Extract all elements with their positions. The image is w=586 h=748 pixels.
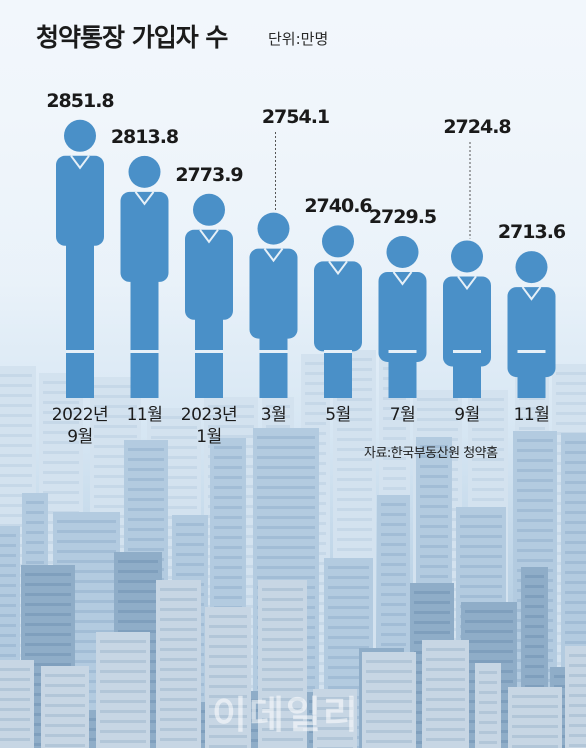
category-label: 11월 [127,404,163,426]
person-legs [388,351,417,398]
person-head [386,235,419,268]
category-label: 7월 [389,404,416,426]
category-label-line: 7월 [389,405,416,425]
person-bar [507,251,556,398]
person-torso [249,248,298,339]
person-bar [314,225,362,398]
category-label-line: 2022년 [51,405,109,425]
person-head [128,155,161,188]
unit-label: 단위:만명 [268,30,329,48]
category-label-line: 9월 [454,405,480,425]
category-label: 3월 [260,404,287,426]
person-collar [70,155,90,170]
leg-stripe [517,350,546,353]
person-torso [507,287,556,378]
person-bar [443,240,491,398]
source-note: 자료:한국부동산원 청약홈 [364,446,498,461]
person-bar [120,155,169,398]
person-collar [457,275,477,291]
person-collar [392,271,413,286]
category-label: 11월 [514,404,550,426]
person-torso [314,261,362,352]
person-legs [195,309,223,398]
value-label: 2724.8 [443,116,511,138]
category-label-line: 3월 [260,405,287,425]
person-bar [56,119,104,398]
building [0,660,34,748]
person-bar [185,193,233,398]
category-label-line: 11월 [513,405,550,425]
value-label: 2729.5 [368,205,437,228]
person-head [64,119,96,152]
person-legs [66,235,94,398]
leg-stripe [453,350,481,353]
leg-stripe [66,350,94,353]
person-torso [443,276,491,367]
person-bar [378,235,427,398]
value-label: 2713.6 [497,221,566,244]
category-label-line: 5월 [325,405,351,425]
value-label: 2773.9 [175,163,243,186]
leg-stripe [324,350,352,353]
value-label: 2754.1 [261,106,330,128]
category-label: 5월 [325,404,351,426]
person-collar [328,260,348,276]
person-collar [134,191,155,206]
category-label-line: 2023년 [180,405,238,425]
leg-stripe [388,350,417,353]
person-head [193,193,225,226]
watermark: 이데일리 [212,693,360,737]
category-label-line: 1월 [196,427,222,447]
person-bar [249,212,298,398]
person-head [515,251,548,284]
leg-stripe [195,350,223,353]
person-collar [263,248,284,263]
person-legs [324,341,352,398]
category-label-line: 9월 [67,427,93,447]
person-torso [120,191,169,282]
person-torso [56,155,104,246]
person-legs [259,328,288,398]
value-label: 2851.8 [46,89,114,112]
person-collar [199,229,219,244]
chart-title: 청약통장 가입자 수 [36,23,228,52]
category-label: 9월 [454,404,480,426]
category-label-line: 11월 [126,405,163,425]
value-label: 2740.6 [304,195,372,218]
person-head [257,212,290,245]
value-label: 2813.8 [110,125,179,148]
person-legs [453,356,481,398]
person-torso [185,229,233,320]
person-collar [521,286,542,301]
person-head [322,225,354,258]
category-label: 2022년 9월 [51,404,109,448]
leg-stripe [259,350,288,353]
person-torso [378,271,427,362]
leg-stripe [130,350,159,353]
category-label: 2023년 1월 [180,404,238,448]
person-legs [517,367,546,398]
person-head [451,240,483,273]
person-legs [130,271,159,398]
